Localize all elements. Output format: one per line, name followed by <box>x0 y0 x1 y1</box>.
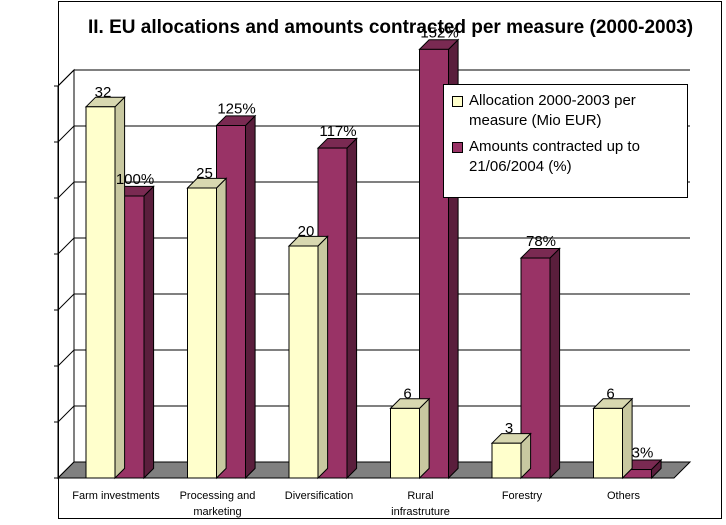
bar-allocation-side <box>622 397 633 480</box>
data-label-contracted: 117% <box>319 123 356 140</box>
gridline-side <box>57 405 75 423</box>
data-label-contracted: 3% <box>632 445 654 462</box>
bar-contracted-side <box>245 114 256 480</box>
gridline-side <box>57 237 75 255</box>
x-tick-label: Forestry <box>502 490 543 502</box>
gridline-side <box>57 293 75 311</box>
data-label-allocation: 6 <box>403 385 411 402</box>
data-label-allocation: 6 <box>606 385 614 402</box>
bar-allocation <box>85 106 116 479</box>
bar-allocation-side <box>317 235 329 480</box>
chart-legend: Allocation 2000-2003 per measure (Mio EU… <box>443 84 688 198</box>
gridline-side <box>57 181 75 199</box>
data-label-allocation: 20 <box>298 223 315 240</box>
x-tick-label: Processing and <box>180 490 256 502</box>
x-tick-label: marketing <box>193 506 241 518</box>
data-label-contracted: 78% <box>526 233 556 250</box>
x-tick-label: infrastruture <box>391 506 450 518</box>
chart-title: II. EU allocations and amounts contracte… <box>88 17 694 38</box>
data-label-allocation: 3 <box>505 420 513 437</box>
bar-allocation-side <box>114 95 126 480</box>
data-label-allocation: 25 <box>196 165 213 182</box>
bar-allocation-side <box>216 177 227 480</box>
bar-allocation <box>390 407 420 479</box>
bar-contracted-side <box>346 137 358 480</box>
data-label-contracted: 152% <box>420 24 458 41</box>
bar-contracted-side <box>549 247 561 480</box>
data-label-allocation: 32 <box>95 84 112 101</box>
side-wall <box>57 68 75 480</box>
bar-contracted-side <box>143 185 155 480</box>
legend-swatch-allocation <box>452 96 463 107</box>
x-tick-label: Rural <box>407 490 433 502</box>
x-tick-label: Others <box>607 490 641 502</box>
bar-allocation-side <box>419 397 430 480</box>
bar-allocation <box>593 407 623 479</box>
legend-label-contracted: Amounts contracted up to 21/06/2004 (%) <box>469 138 640 175</box>
legend-item-allocation: Allocation 2000-2003 per measure (Mio EU… <box>452 91 679 131</box>
x-tick-label: Farm investments <box>72 490 160 502</box>
legend-item-contracted: Amounts contracted up to 21/06/2004 (%) <box>452 137 679 177</box>
gridline-side <box>57 349 75 367</box>
bar-allocation <box>187 187 217 479</box>
x-tick-label: Diversification <box>285 490 353 502</box>
gridline-side <box>57 125 75 143</box>
data-label-contracted: 125% <box>217 101 255 118</box>
data-label-contracted: 100% <box>116 171 154 188</box>
bar-allocation <box>288 245 319 479</box>
legend-label-allocation: Allocation 2000-2003 per measure (Mio EU… <box>469 92 636 129</box>
legend-swatch-contracted <box>452 142 463 153</box>
bar-allocation <box>491 442 522 479</box>
